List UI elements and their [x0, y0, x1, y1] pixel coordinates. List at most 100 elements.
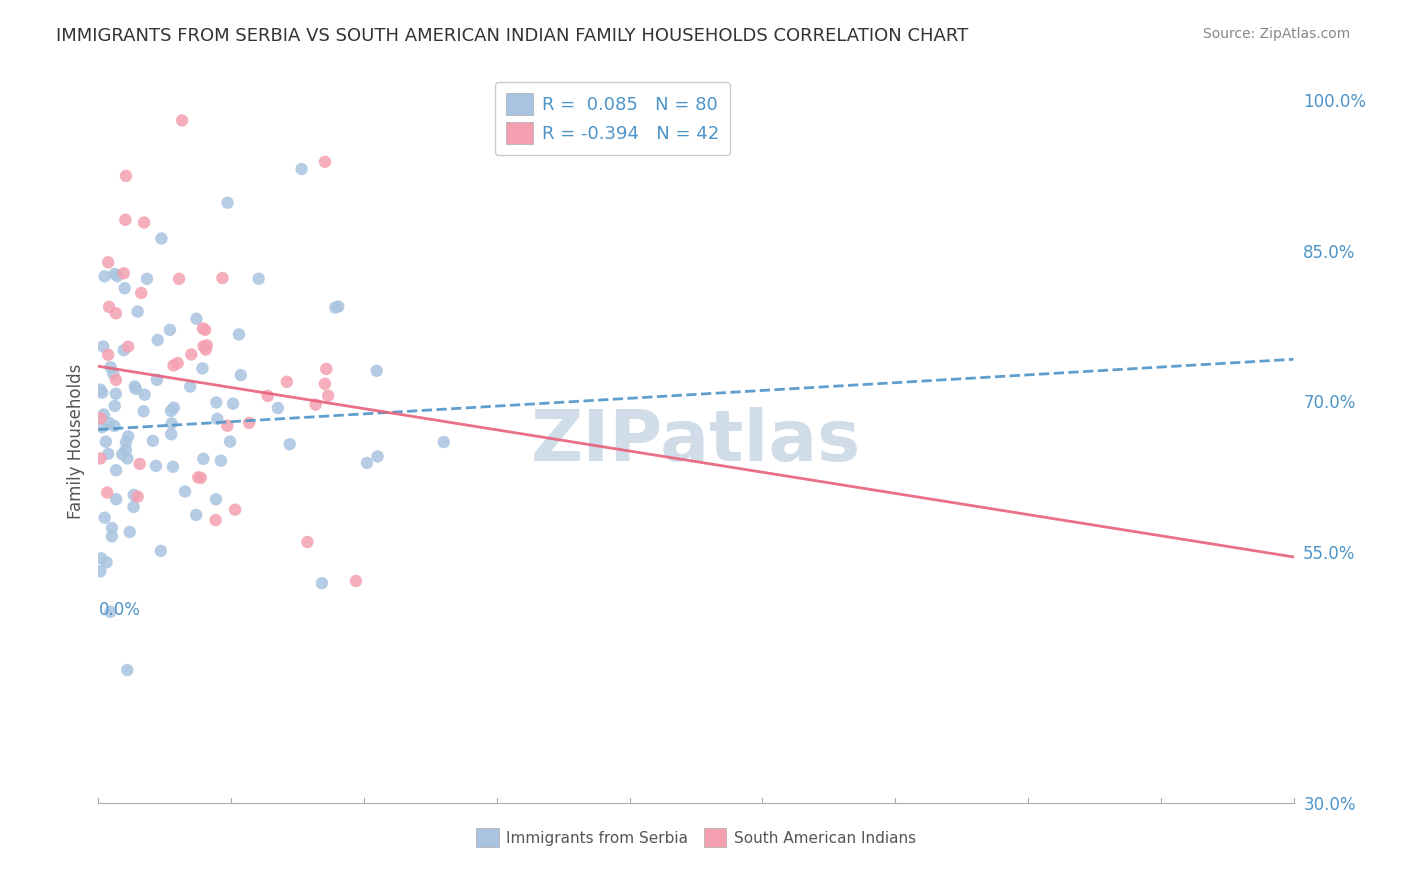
Point [160, 427, 183, 442]
Point [180, 347, 202, 361]
Point [96, 485, 118, 500]
Point [238, 416, 260, 430]
Point [117, 429, 139, 443]
Point [194, 323, 217, 337]
Point [217, 195, 239, 210]
Point [112, 343, 135, 358]
Point [112, 266, 135, 280]
Point [314, 154, 336, 169]
Point [366, 364, 388, 378]
Point [132, 215, 155, 229]
Point [117, 451, 139, 466]
Point [344, 574, 367, 588]
Text: Source: ZipAtlas.com: Source: ZipAtlas.com [1202, 27, 1350, 41]
Point [97, 416, 120, 430]
Point [111, 447, 134, 461]
Point [96, 555, 118, 569]
Point [134, 387, 156, 401]
Point [149, 544, 172, 558]
Point [129, 285, 152, 300]
Point [103, 267, 125, 281]
Point [136, 272, 159, 286]
Point [146, 373, 169, 387]
Point [217, 418, 239, 433]
Point [114, 281, 136, 295]
Point [125, 382, 148, 396]
Point [433, 435, 456, 450]
Text: IMMIGRANTS FROM SERBIA VS SOUTH AMERICAN INDIAN FAMILY HOUSEHOLDS CORRELATION CH: IMMIGRANTS FROM SERBIA VS SOUTH AMERICAN… [56, 27, 969, 45]
Point [195, 338, 218, 352]
Point [228, 327, 250, 342]
Point [367, 450, 389, 464]
Point [209, 453, 232, 467]
Point [93, 408, 115, 422]
Text: 0.0%: 0.0% [98, 601, 141, 619]
Point [93, 510, 115, 524]
Point [89, 383, 111, 397]
Point [93, 269, 115, 284]
Point [117, 663, 139, 677]
Point [314, 376, 336, 391]
Point [207, 412, 229, 426]
Point [91, 340, 114, 354]
Point [127, 304, 149, 318]
Point [128, 457, 150, 471]
Point [97, 255, 120, 269]
Point [229, 368, 252, 382]
Point [186, 311, 208, 326]
Point [115, 442, 138, 457]
Point [127, 490, 149, 504]
Point [115, 435, 138, 450]
Point [104, 306, 127, 320]
Point [325, 301, 347, 315]
Point [247, 271, 270, 285]
Point [132, 404, 155, 418]
Point [98, 300, 121, 314]
Point [304, 398, 326, 412]
Point [97, 348, 120, 362]
Point [191, 361, 214, 376]
Point [190, 471, 212, 485]
Point [179, 379, 201, 393]
Point [205, 395, 228, 409]
Point [101, 521, 124, 535]
Point [316, 388, 339, 402]
Point [94, 434, 117, 449]
Point [107, 269, 129, 284]
Point [193, 339, 215, 353]
Point [191, 321, 214, 335]
Point [100, 360, 122, 375]
Point [146, 333, 169, 347]
Point [91, 385, 114, 400]
Point [122, 488, 145, 502]
Point [104, 399, 127, 413]
Point [159, 323, 181, 337]
Point [193, 451, 215, 466]
Point [97, 447, 120, 461]
Point [142, 434, 165, 448]
Point [150, 231, 173, 245]
Point [224, 502, 246, 516]
Point [222, 397, 245, 411]
Text: ZIPatlas: ZIPatlas [531, 407, 860, 476]
Point [105, 463, 128, 477]
Point [105, 492, 128, 507]
Point [90, 551, 112, 566]
Point [276, 375, 298, 389]
Point [187, 470, 209, 484]
Point [89, 411, 111, 425]
Point [91, 420, 114, 434]
Point [205, 492, 228, 507]
Point [328, 300, 350, 314]
Point [103, 419, 125, 434]
Point [115, 169, 138, 183]
Point [256, 389, 278, 403]
Point [167, 272, 190, 286]
Point [278, 437, 301, 451]
Point [356, 456, 378, 470]
Point [101, 529, 124, 543]
Point [118, 524, 141, 539]
Point [145, 458, 167, 473]
Point [315, 362, 337, 376]
Point [103, 367, 125, 381]
